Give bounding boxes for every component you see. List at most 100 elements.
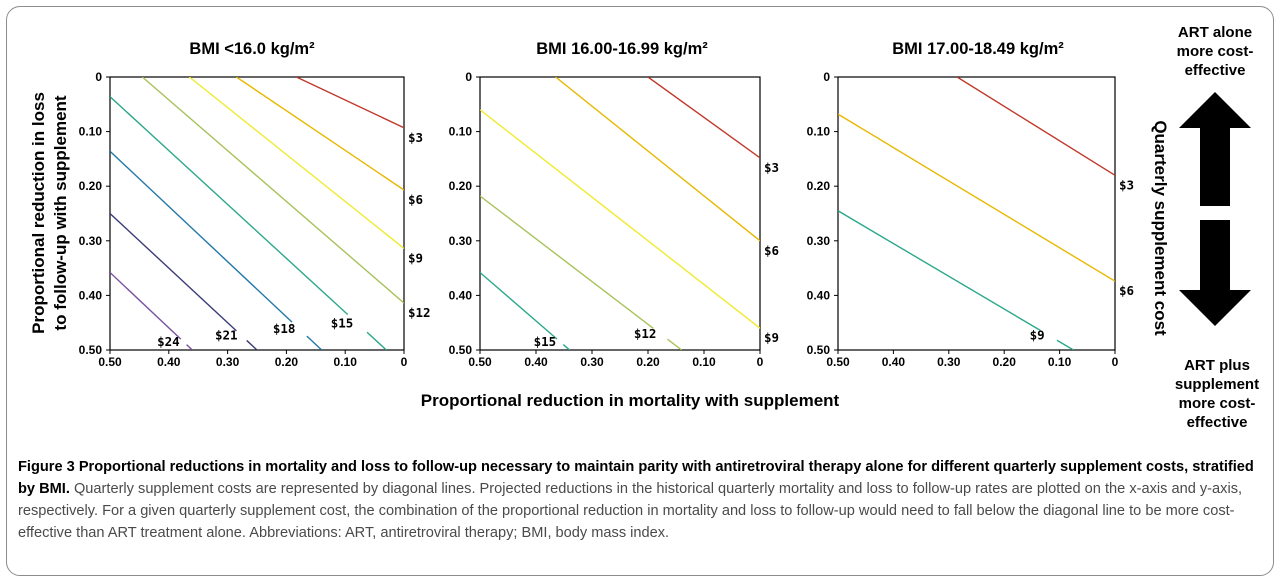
x-tick-label: 0.20 — [993, 355, 1017, 369]
contour-line-tail — [366, 331, 387, 350]
x-tick-label: 0.20 — [636, 355, 660, 369]
x-tick-label: 0.10 — [692, 355, 716, 369]
contour-label: $18 — [273, 321, 296, 336]
top-note-line-3: effective — [1185, 62, 1246, 79]
bottom-note-line-3: more cost- — [1179, 395, 1256, 412]
contour-line — [480, 195, 654, 330]
x-tick-label: 0.10 — [1048, 355, 1072, 369]
y-axis-title-line-1: Proportional reduction in loss — [29, 92, 48, 334]
bottom-note-line-4: effective — [1187, 414, 1248, 431]
contour-line — [555, 77, 760, 242]
caption-title: Figure 3 Proportional reductions in mort… — [18, 459, 1254, 497]
x-tick-label: 0.50 — [98, 355, 122, 369]
contour-label: $3 — [1119, 177, 1134, 192]
contour-line-tail — [186, 344, 193, 350]
y-tick-label: 0.30 — [79, 234, 103, 248]
x-tick-label: 0 — [1112, 355, 1119, 369]
contour-label: $9 — [1030, 327, 1045, 342]
y-tick-label: 0.40 — [79, 288, 103, 302]
contour-line — [141, 77, 404, 304]
panel-3-title: BMI 17.00-18.49 kg/m² — [892, 40, 1064, 58]
contour-label: $3 — [764, 160, 779, 175]
y-tick-label: 0.20 — [79, 179, 103, 193]
y-tick-label: 0.10 — [79, 125, 103, 139]
contour-line — [110, 96, 349, 316]
y-tick-label: 0.10 — [807, 125, 831, 139]
x-tick-label: 0.40 — [524, 355, 548, 369]
x-tick-label: 0.40 — [157, 355, 181, 369]
contour-label: $6 — [408, 192, 423, 207]
caption-body: Quarterly supplement costs are represent… — [18, 481, 1243, 541]
contour-label: $12 — [634, 326, 657, 341]
contour-label: $6 — [1119, 283, 1134, 298]
cost-effectiveness-double-arrow — [1179, 92, 1251, 326]
contour-line — [110, 150, 293, 323]
plot-area-frame — [837, 76, 1116, 351]
plot-area-frame — [479, 76, 761, 351]
contour-line — [188, 77, 404, 249]
x-tick-label: 0.30 — [937, 355, 961, 369]
y-tick-label: 0.50 — [807, 343, 831, 357]
x-tick-label: 0.50 — [468, 355, 492, 369]
contour-line-tail — [246, 339, 258, 350]
contour-line — [110, 271, 182, 340]
figure-frame — [6, 6, 1274, 576]
y-tick-label: 0.50 — [449, 343, 473, 357]
right-axis-title: Quarterly supplement cost — [1151, 120, 1170, 336]
panel-3: 0.50 0.40 0.30 0.20 0.10 0 0 0.10 0.20 0.30 0.40 0.… — [807, 70, 1134, 369]
contour-line — [956, 77, 1115, 176]
bottom-note-line-2: supplement — [1175, 376, 1259, 393]
y-tick-label: 0.20 — [449, 179, 473, 193]
contour-label: $21 — [215, 328, 238, 343]
contour-label: $6 — [764, 243, 779, 258]
x-tick-label: 0.50 — [826, 355, 850, 369]
y-tick-label: 0.50 — [79, 343, 103, 357]
contour-line-tail — [306, 335, 323, 350]
x-tick-label: 0.30 — [216, 355, 240, 369]
top-note-line-1: ART alone — [1178, 24, 1252, 41]
x-tick-label: 0.10 — [334, 355, 358, 369]
x-tick-label: 0.20 — [275, 355, 299, 369]
contour-label: $15 — [331, 315, 354, 330]
x-tick-label: 0 — [401, 355, 408, 369]
panel-1-title: BMI <16.0 kg/m² — [189, 40, 315, 58]
y-tick-label: 0.10 — [449, 125, 473, 139]
top-note-line-2: more cost- — [1177, 43, 1254, 60]
x-tick-label: 0.40 — [882, 355, 906, 369]
bottom-note-line-1: ART plus — [1184, 357, 1250, 374]
contour-line — [838, 210, 1041, 332]
figure-caption: Figure 3 Proportional reductions in mort… — [18, 456, 1263, 544]
contour-label: $9 — [408, 250, 423, 265]
contour-line-tail — [562, 344, 571, 350]
panel-1: 0.50 0.40 0.30 0.20 0.10 0 0 0.10 0.20 0.30 0.40 0.… — [79, 70, 431, 369]
panel-2-title: BMI 16.00-16.99 kg/m² — [536, 40, 708, 58]
contour-line — [480, 271, 558, 340]
contour-line — [110, 212, 237, 332]
contour-line — [480, 109, 760, 329]
contour-label: $9 — [764, 330, 779, 345]
contour-line-tail — [1056, 339, 1074, 350]
contour-line — [296, 77, 404, 129]
contour-label: $24 — [157, 334, 180, 349]
y-tick-label: 0 — [823, 70, 830, 84]
contour-label: $3 — [408, 130, 423, 145]
contour-line — [236, 77, 404, 191]
contour-label: $15 — [534, 334, 557, 349]
contour-panels: 0.50 0.40 0.30 0.20 0.10 0 0 0.10 0.20 0.30 0.40 0.… — [79, 70, 1134, 369]
x-axis-title: Proportional reduction in mortality with… — [421, 391, 840, 410]
y-tick-label: 0.20 — [807, 179, 831, 193]
y-tick-label: 0.30 — [807, 234, 831, 248]
y-tick-label: 0 — [465, 70, 472, 84]
y-tick-label: 0.40 — [807, 288, 831, 302]
y-tick-label: 0.30 — [449, 234, 473, 248]
x-tick-label: 0 — [757, 355, 764, 369]
y-axis-title-line-2: to follow-up with supplement — [51, 95, 70, 330]
contour-line-tail — [667, 338, 683, 350]
x-tick-label: 0.30 — [580, 355, 604, 369]
y-tick-label: 0.40 — [449, 288, 473, 302]
y-tick-label: 0 — [95, 70, 102, 84]
contour-label: $12 — [408, 305, 431, 320]
contour-line — [647, 77, 760, 159]
contour-line — [838, 113, 1115, 282]
